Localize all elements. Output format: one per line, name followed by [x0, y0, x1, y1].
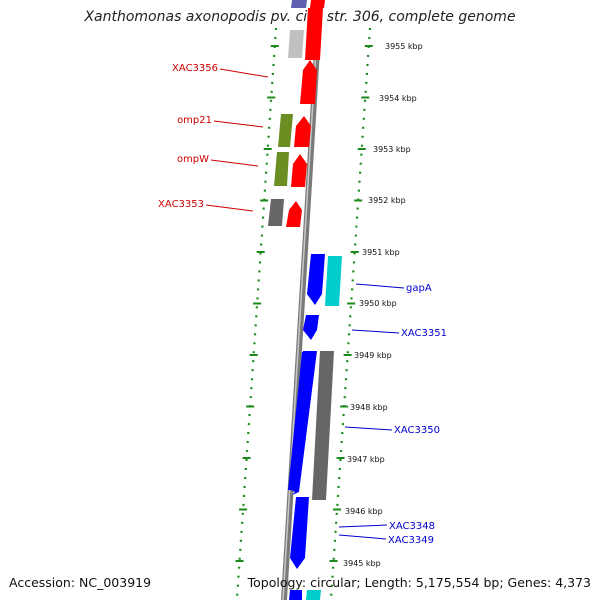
- callout-line: [351, 329, 400, 334]
- gene-feature: [278, 114, 293, 147]
- gene-label-right[interactable]: XAC3349: [388, 535, 434, 546]
- kbp-labels: 3955 kbp 3954 kbp 3953 kbp 3952 kbp 3951 kbp…: [343, 42, 423, 568]
- gene-label-left[interactable]: ompW: [177, 154, 209, 165]
- kbp-label: 3953 kbp: [373, 145, 411, 154]
- gene-label-left[interactable]: XAC3356: [172, 63, 218, 74]
- scale-ticks: [235, 45, 373, 562]
- gene-feature: [306, 590, 321, 600]
- callout-line: [205, 204, 254, 212]
- gene-feature: [294, 116, 311, 147]
- gene-feature: [300, 60, 317, 104]
- kbp-label: 3950 kbp: [359, 299, 397, 308]
- gene-feature: [291, 0, 307, 8]
- gene-feature: [325, 256, 342, 306]
- gene-feature: [274, 152, 289, 186]
- gene-label-right[interactable]: XAC3348: [389, 521, 435, 532]
- gene-feature: [305, 8, 323, 60]
- gene-feature: [286, 201, 302, 227]
- accession-text: Accession: NC_003919: [9, 575, 152, 590]
- gene-label-left[interactable]: XAC3353: [158, 199, 204, 210]
- callout-line: [338, 524, 388, 528]
- gene-feature: [288, 352, 316, 490]
- callout-line: [213, 120, 264, 128]
- callout-line: [355, 283, 405, 289]
- gene-feature: [291, 154, 307, 187]
- gene-feature: [310, 0, 325, 8]
- kbp-label: 3948 kbp: [350, 403, 388, 412]
- gene-feature: [289, 590, 302, 600]
- gene-callouts: XAC3356 omp21 ompW XAC3353 gapA XAC3351 XAC335…: [158, 63, 447, 546]
- gene-feature: [307, 254, 325, 305]
- gene-features: [268, 0, 342, 600]
- map-title: Xanthomonas axonopodis pv. citri str. 30…: [84, 9, 516, 25]
- gene-label-right[interactable]: XAC3350: [394, 425, 440, 436]
- callout-line: [219, 68, 269, 78]
- gene-label-right[interactable]: XAC3351: [401, 328, 447, 339]
- gene-feature: [268, 199, 284, 226]
- callout-line: [344, 426, 393, 431]
- kbp-label: 3951 kbp: [362, 248, 400, 257]
- kbp-label: 3954 kbp: [379, 94, 417, 103]
- gene-feature: [303, 315, 319, 340]
- kbp-label: 3945 kbp: [343, 559, 381, 568]
- kbp-label: 3949 kbp: [354, 351, 392, 360]
- gene-feature: [290, 497, 309, 569]
- kbp-label: 3952 kbp: [368, 196, 406, 205]
- kbp-label: 3946 kbp: [345, 507, 383, 516]
- gene-label-left[interactable]: omp21: [177, 115, 212, 126]
- kbp-label: 3947 kbp: [347, 455, 385, 464]
- kbp-label: 3955 kbp: [385, 42, 423, 51]
- gene-feature: [288, 30, 304, 58]
- callout-line: [338, 534, 387, 540]
- gene-label-right[interactable]: gapA: [406, 283, 432, 294]
- callout-line: [210, 159, 259, 167]
- topology-text: Topology: circular; Length: 5,175,554 bp…: [247, 575, 591, 590]
- gene-feature: [312, 351, 334, 500]
